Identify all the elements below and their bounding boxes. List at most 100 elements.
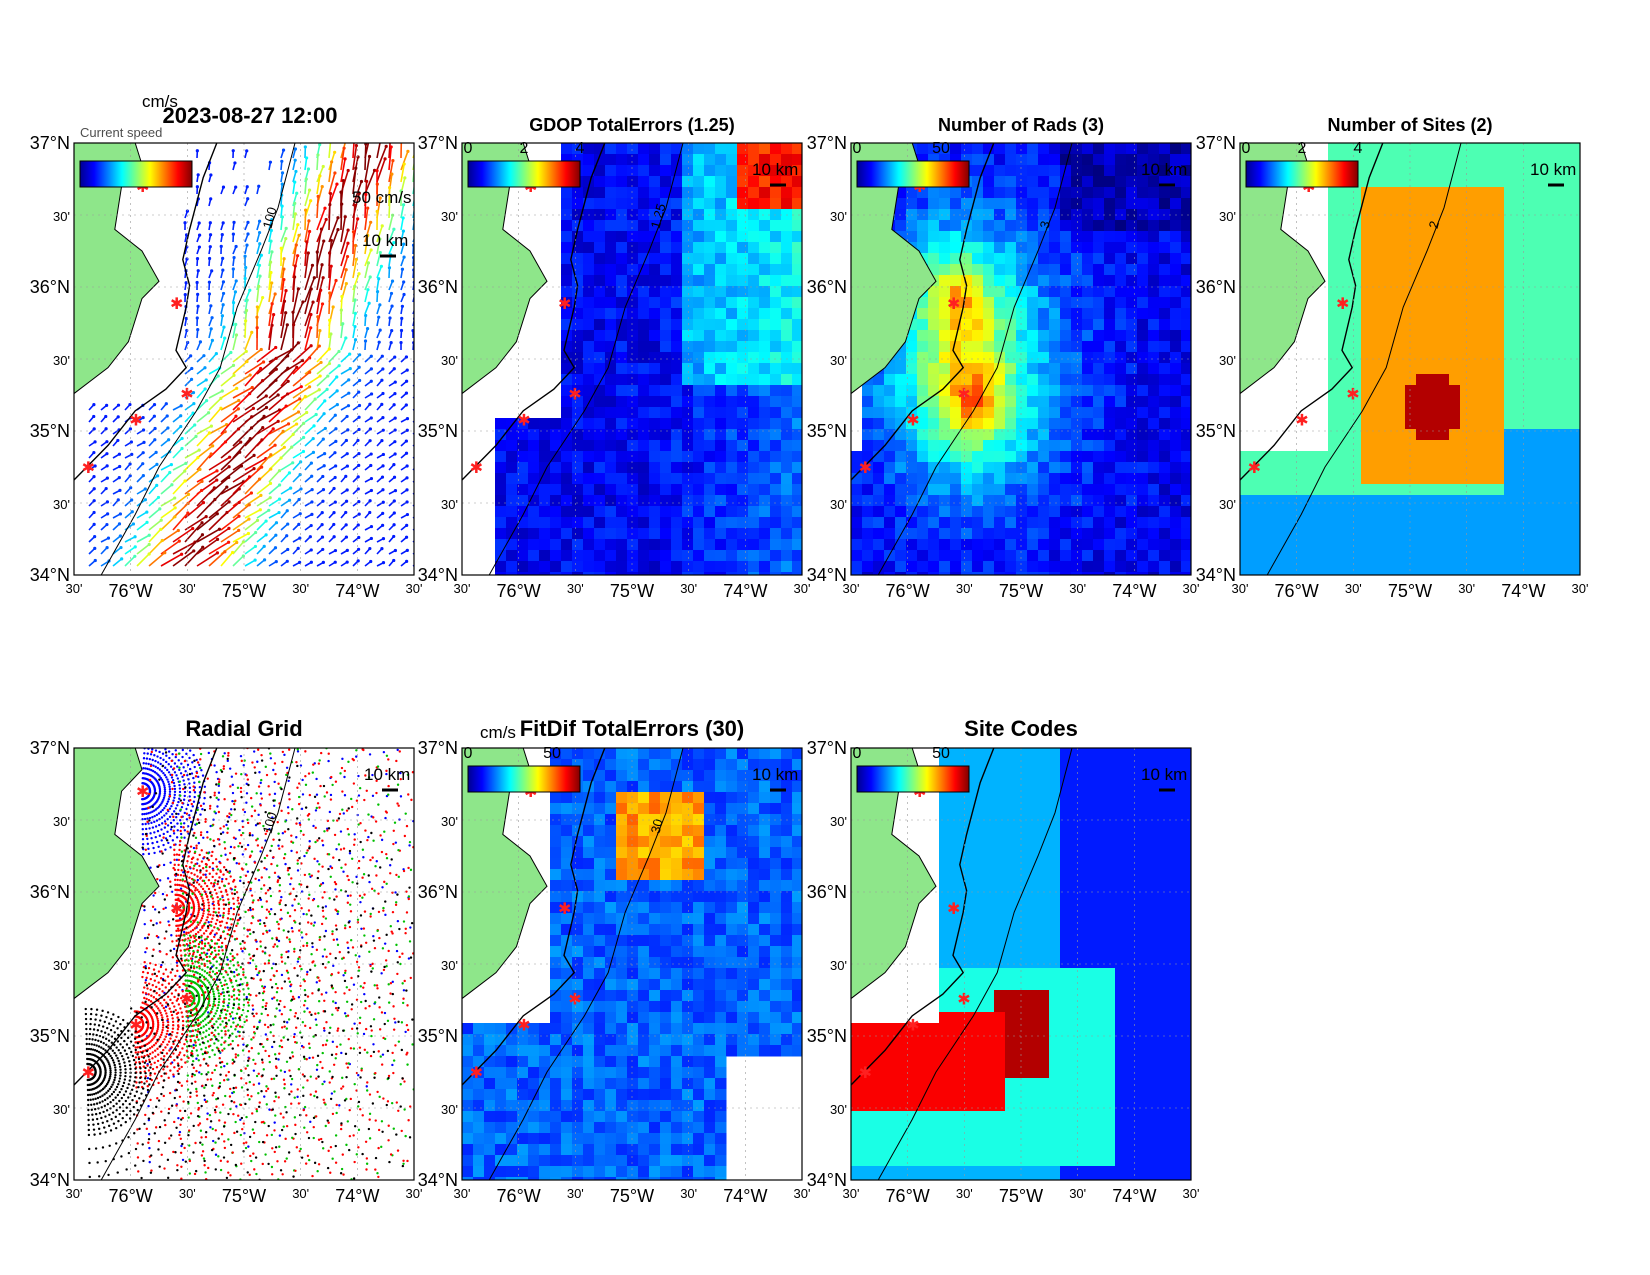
vectors-lon-label: 30'	[406, 581, 423, 596]
fitdif-lat-label: 34°N	[418, 1170, 458, 1190]
nsites-lon-label: 30'	[1232, 581, 1249, 596]
vector-units: cm/s	[142, 92, 178, 111]
site-marker: ✱	[558, 899, 571, 918]
site-marker: ✱	[1336, 294, 1349, 313]
radgrid-contour-label: 100	[260, 810, 280, 835]
fitdif-lon-label: 74°W	[723, 1186, 767, 1206]
nsites-lat-label: 36°N	[1196, 277, 1236, 297]
vectors-contour-label: 100	[260, 205, 280, 230]
nrads-colorbar	[856, 160, 970, 188]
gdop-lat-label: 30'	[441, 497, 458, 512]
gdop-lat-label: 35°N	[418, 421, 458, 441]
nrads-coastline	[851, 143, 995, 481]
nsites-colorbar-tick: 4	[1354, 140, 1363, 157]
sitecodes-lat-label: 30'	[830, 1102, 847, 1117]
panel-vectors: 100✱✱✱✱✱37°N30'36°N30'35°N30'34°N30'76°W…	[30, 133, 423, 601]
sitecodes-grid-cells	[851, 748, 1191, 1180]
fitdif-colorbar	[467, 765, 581, 793]
sitecodes-frame	[850, 747, 1192, 1181]
site-marker: ✱	[859, 458, 872, 477]
gdop-isobath	[488, 143, 684, 575]
site-marker: ✱	[82, 1063, 95, 1082]
fitdif-grid-cells	[462, 748, 802, 1180]
vectors-lat-label: 36°N	[30, 277, 70, 297]
nsites-lon-label: 30'	[1458, 581, 1475, 596]
panel-sitecodes: ✱✱✱✱✱37°N30'36°N30'35°N30'34°N30'76°W30'…	[807, 716, 1200, 1206]
gdop-coastline	[462, 143, 606, 481]
site-marker: ✱	[170, 294, 183, 313]
fitdif-scale-km: 10 km	[752, 765, 798, 784]
site-marker: ✱	[470, 1063, 483, 1082]
sitecodes-lon-label: 30'	[1069, 1186, 1086, 1201]
radgrid-land	[74, 748, 160, 1000]
site-marker: ✱	[1248, 458, 1261, 477]
fitdif-lat-label: 35°N	[418, 1026, 458, 1046]
fitdif-contour-label: 30	[648, 817, 666, 835]
site-marker: ✱	[568, 385, 581, 404]
fitdif-colorbar-tick: 50	[543, 745, 561, 762]
nrads-lat-label: 34°N	[807, 565, 847, 585]
fitdif-coastline	[462, 748, 606, 1086]
gdop-lat-label: 37°N	[418, 133, 458, 153]
radgrid-lon-label: 30'	[179, 1186, 196, 1201]
nrads-lon-label: 30'	[956, 581, 973, 596]
panel-nrads: 3✱✱✱✱✱37°N30'36°N30'35°N30'34°N30'76°W30…	[807, 115, 1200, 601]
nrads-colorbar-tick: 50	[932, 140, 950, 157]
radgrid-lon-label: 30'	[66, 1186, 83, 1201]
nsites-lat-label: 30'	[1219, 209, 1236, 224]
vectors-scale-km: 10 km	[362, 231, 408, 250]
radgrid-lat-label: 30'	[53, 1102, 70, 1117]
sitecodes-isobath	[877, 748, 1073, 1180]
nrads-title: Number of Rads (3)	[938, 115, 1104, 135]
gdop-lon-label: 30'	[567, 581, 584, 596]
site-marker: ✱	[180, 990, 193, 1009]
nsites-lon-label: 30'	[1572, 581, 1589, 596]
gdop-scale-km: 10 km	[752, 160, 798, 179]
nsites-lat-label: 37°N	[1196, 133, 1236, 153]
nsites-lon-label: 76°W	[1275, 581, 1319, 601]
fitdif-lon-label: 30'	[794, 1186, 811, 1201]
nrads-lat-label: 35°N	[807, 421, 847, 441]
nrads-lat-label: 36°N	[807, 277, 847, 297]
fitdif-lat-label: 30'	[441, 958, 458, 973]
nsites-isobath	[1266, 143, 1462, 575]
fitdif-lon-label: 30'	[567, 1186, 584, 1201]
site-marker: ✱	[170, 899, 183, 918]
sitecodes-lon-label: 30'	[956, 1186, 973, 1201]
vectors-lat-label: 37°N	[30, 133, 70, 153]
radgrid-title: Radial Grid	[185, 716, 302, 741]
panel-nsites: 2✱✱✱✱✱37°N30'36°N30'35°N30'34°N30'76°W30…	[1196, 115, 1589, 601]
gdop-lon-label: 30'	[680, 581, 697, 596]
vectors-isobath	[100, 143, 296, 575]
nrads-lon-label: 30'	[843, 581, 860, 596]
radgrid-lat-label: 30'	[53, 958, 70, 973]
radgrid-scale-km: 10 km	[364, 765, 410, 784]
gdop-title: GDOP TotalErrors (1.25)	[529, 115, 734, 135]
radgrid-lon-label: 75°W	[222, 1186, 266, 1206]
vectors-lon-label: 75°W	[222, 581, 266, 601]
vectors-lat-label: 35°N	[30, 421, 70, 441]
radgrid-lat-label: 35°N	[30, 1026, 70, 1046]
fitdif-lon-label: 30'	[454, 1186, 471, 1201]
gdop-lat-label: 30'	[441, 353, 458, 368]
vector-overlap-text: Current speed	[80, 125, 162, 140]
site-marker: ✱	[129, 1015, 142, 1034]
gdop-lon-label: 30'	[794, 581, 811, 596]
nsites-plot-area: 2✱✱✱✱✱	[1240, 143, 1580, 575]
sitecodes-colorbar-tick: 0	[853, 745, 862, 762]
site-marker: ✱	[947, 899, 960, 918]
nrads-lon-label: 75°W	[999, 581, 1043, 601]
nrads-scale-km: 10 km	[1141, 160, 1187, 179]
vectors-coastline	[74, 143, 218, 481]
fitdif-colorbar-units: cm/s	[480, 723, 516, 742]
gdop-lon-label: 76°W	[497, 581, 541, 601]
nrads-isobath	[877, 143, 1073, 575]
vectors-lat-label: 30'	[53, 209, 70, 224]
vectors-lat-label: 34°N	[30, 565, 70, 585]
sitecodes-coastline	[851, 748, 995, 1086]
vectors-lon-label: 74°W	[335, 581, 379, 601]
nrads-lon-label: 30'	[1069, 581, 1086, 596]
vectors-lon-label: 30'	[66, 581, 83, 596]
radgrid-lat-label: 34°N	[30, 1170, 70, 1190]
sitecodes-lon-label: 74°W	[1112, 1186, 1156, 1206]
